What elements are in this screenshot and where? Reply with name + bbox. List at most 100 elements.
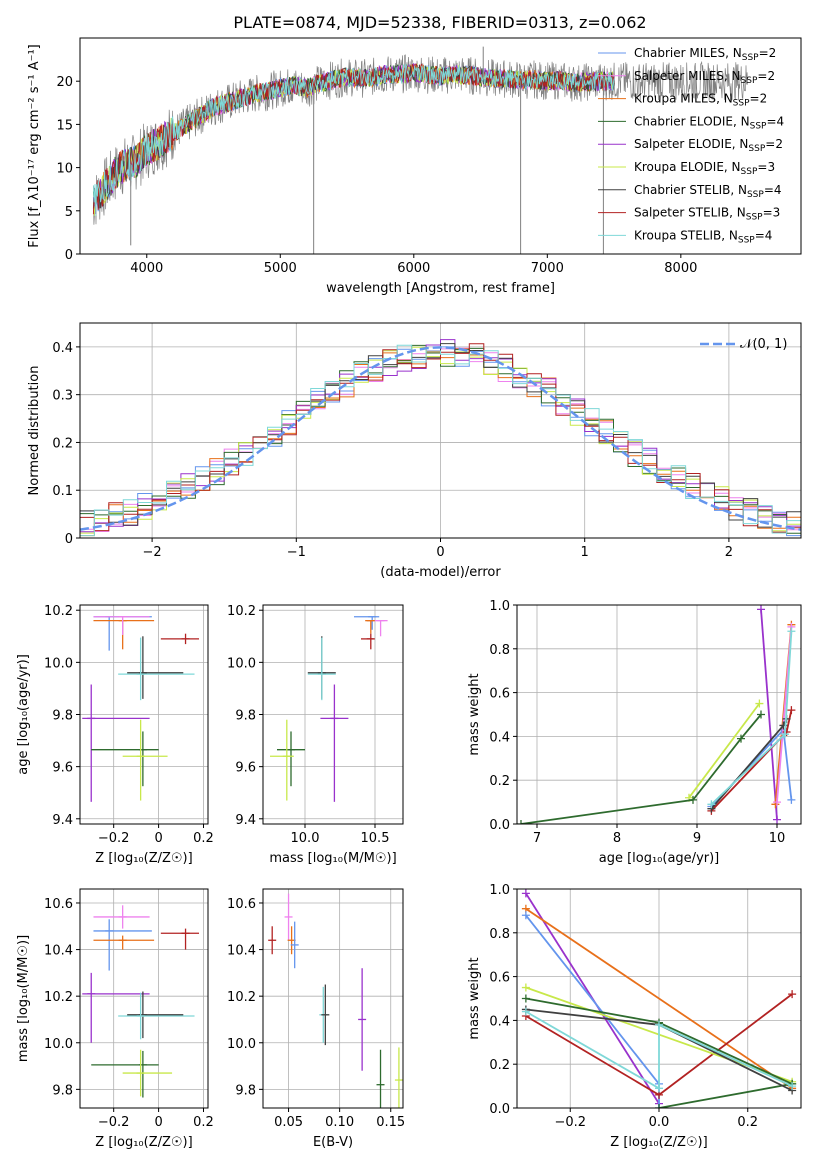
axes-frame [262, 888, 404, 1109]
weight-series [520, 713, 762, 824]
x-tick-label: −0.2 [554, 1115, 586, 1130]
y-tick-label: 0.2 [489, 774, 510, 789]
x-tick-label: −0.2 [98, 1115, 130, 1130]
x-tick-label: 10.0 [291, 831, 320, 846]
legend-eq: = [759, 46, 769, 60]
y-tick-label: 10.2 [44, 990, 73, 1005]
legend-eq: = [757, 160, 767, 174]
weight-marker [787, 706, 796, 715]
y-axis-label: mass weight [467, 957, 482, 1039]
legend-model: Kroupa STELIB [634, 228, 721, 242]
weight-lines [517, 605, 796, 824]
weight-marker [788, 990, 797, 999]
legend-n: , N [729, 206, 746, 220]
legend-sub: SSP [738, 235, 755, 245]
legend-n: , N [733, 114, 750, 128]
spectrum-lines [92, 46, 748, 254]
y-axis-label: mass [log₁₀(M/M☉)] [16, 935, 31, 1062]
weight-series [688, 702, 761, 799]
weight-marker [773, 815, 781, 824]
y-tick-label: 9.6 [52, 761, 73, 776]
legend-nssp: 4 [777, 114, 785, 128]
weight-marker [521, 1007, 530, 1016]
weight-marker [757, 605, 765, 614]
x-tick-label: 8 [613, 831, 621, 846]
legend-entry: Kroupa STELIB, NSSP=4 [634, 228, 772, 245]
weight-marker [521, 889, 530, 898]
weight-marker [689, 795, 697, 804]
legend-n: , N [730, 183, 747, 197]
x-axis-label: age [log₁₀(age/yr)] [599, 851, 720, 866]
legend-sub: SSP [746, 213, 763, 223]
x-axis-label: E(B-V) [313, 1135, 353, 1150]
legend-sub: SSP [747, 190, 764, 200]
legend-entry: Kroupa ELODIE, NSSP=3 [634, 160, 775, 177]
x-tick-label: 0 [154, 831, 162, 846]
legend-eq: = [750, 92, 760, 106]
legend-entry: Salpeter STELIB, NSSP=3 [634, 206, 780, 223]
legend-n: , N [724, 160, 741, 174]
x-tick-label: 1 [581, 545, 589, 560]
legend-eq: = [755, 228, 765, 242]
y-tick-label: 10.6 [227, 897, 256, 912]
legend-entry: Kroupa MILES, NSSP=2 [634, 92, 767, 109]
y-axis-label: Normed distribution [27, 366, 42, 496]
legend-sub: SSP [742, 53, 759, 63]
weight-marker [757, 710, 765, 719]
y-tick-label: 10.4 [44, 944, 73, 959]
x-tick-label: −2 [143, 545, 162, 560]
y-tick-label: 9.8 [52, 709, 73, 724]
weight-marker [787, 627, 796, 636]
x-tick-label: 9 [693, 831, 701, 846]
x-tick-label: −0.2 [98, 831, 130, 846]
legend-entry: Salpeter MILES, NSSP=2 [634, 69, 775, 86]
y-tick-label: 10.2 [44, 604, 73, 619]
legend-model: Kroupa ELODIE [634, 160, 724, 174]
legend-entry: Chabrier ELODIE, NSSP=4 [634, 114, 784, 131]
x-tick-label: 0.05 [274, 1115, 303, 1130]
y-axis-label: mass weight [467, 673, 482, 755]
y-tick-label: 1.0 [489, 883, 510, 898]
y-tick-label: 0.4 [52, 341, 73, 356]
axes-frame [516, 604, 802, 825]
gaussian-legend-label: 𝒩(0, 1) [740, 337, 787, 352]
legend-n: , N [724, 69, 741, 83]
errorbars [82, 905, 200, 1098]
weight-marker [655, 1084, 663, 1093]
legend-sub: SSP [741, 167, 758, 177]
weight-marker [707, 800, 716, 809]
x-tick-label: 0.2 [737, 1115, 758, 1130]
x-tick-label: 2 [725, 545, 733, 560]
legend-nssp: 2 [769, 46, 777, 60]
x-tick-label: 0.2 [193, 831, 214, 846]
y-tick-label: 0.0 [489, 1102, 510, 1117]
y-tick-label: 9.4 [52, 813, 73, 828]
weight-marker [781, 730, 789, 739]
errorbars [268, 893, 403, 1108]
y-tick-label: 0.6 [489, 971, 510, 986]
legend-sub: SSP [733, 99, 750, 109]
weight-lines [521, 889, 797, 1108]
weight-marker [737, 734, 745, 743]
x-tick-label: 4000 [130, 261, 163, 276]
legend-eq: = [766, 114, 776, 128]
weight-marker [521, 911, 530, 920]
legend-model: Chabrier ELODIE [634, 114, 733, 128]
weight-marker [655, 1104, 663, 1108]
y-tick-label: 20 [56, 75, 73, 90]
weight-marker [788, 1082, 797, 1091]
y-axis-label: age [log₁₀(age/yr)] [16, 654, 31, 775]
x-tick-label: 10.5 [361, 831, 390, 846]
legend-entry: Salpeter ELODIE, NSSP=2 [634, 137, 783, 154]
weight-series [658, 1083, 793, 1108]
y-tick-label: 10.0 [227, 1037, 256, 1052]
legend-sub: SSP [741, 76, 758, 86]
y-axis-label: Flux [f_λ10⁻¹⁷ erg cm⁻² s⁻¹ A⁻¹] [27, 44, 42, 248]
y-tick-label: 15 [56, 118, 73, 133]
x-tick-label: 0.10 [325, 1115, 354, 1130]
y-tick-label: 0.1 [52, 484, 73, 499]
y-tick-label: 9.8 [235, 1083, 256, 1098]
model-spectrum [92, 63, 615, 216]
weight-marker [655, 1020, 663, 1029]
y-tick-label: 0.4 [489, 1014, 510, 1029]
